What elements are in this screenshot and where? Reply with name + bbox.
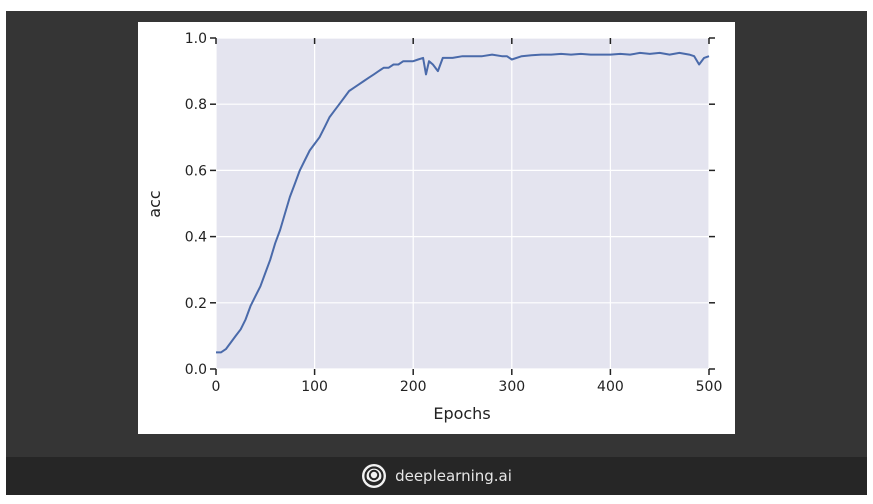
footer-bar: deeplearning.ai xyxy=(6,457,867,495)
x-tick-label: 500 xyxy=(696,379,723,395)
x-tick-label: 400 xyxy=(597,379,624,395)
chart-panel: 0 100 200 300 400 500 0.0 0.2 0.4 0.6 0.8 1.0 Epoc… xyxy=(138,22,735,434)
x-tick-label: 300 xyxy=(498,379,525,395)
x-tick-label: 100 xyxy=(301,379,328,395)
y-tick-label: 0.6 xyxy=(185,163,207,179)
x-tick-label: 200 xyxy=(400,379,427,395)
brand-name: deeplearning.ai xyxy=(395,467,512,485)
series-line xyxy=(216,51,710,354)
x-axis-label: Epochs xyxy=(433,404,490,423)
y-tick-label: 0.8 xyxy=(185,97,207,113)
axis-ticks xyxy=(210,37,715,375)
x-tick-label: 0 xyxy=(212,379,221,395)
y-tick-label: 1.0 xyxy=(185,31,207,47)
deeplearning-logo-icon xyxy=(361,463,387,489)
y-tick-label: 0.4 xyxy=(185,230,207,246)
y-axis-label: acc xyxy=(145,190,164,217)
x-tick-labels: 0 100 200 300 400 500 xyxy=(212,379,723,395)
y-tick-label: 0.0 xyxy=(185,362,207,378)
y-tick-labels: 0.0 0.2 0.4 0.6 0.8 1.0 xyxy=(185,31,207,378)
y-tick-label: 0.2 xyxy=(185,296,207,312)
accuracy-chart: 0 100 200 300 400 500 0.0 0.2 0.4 0.6 0.8 1.0 Epoc… xyxy=(145,31,723,423)
plot-area xyxy=(216,38,709,369)
grid xyxy=(215,37,710,370)
